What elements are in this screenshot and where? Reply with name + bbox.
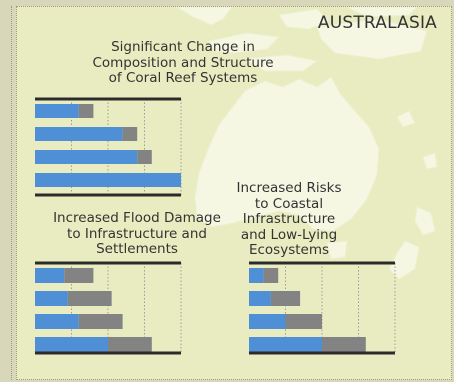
chart-1-title-line: Significant Change in (111, 39, 255, 55)
chart-2-title-line: to Infrastructure and (67, 225, 207, 242)
coastal-risk-bar-chart (249, 261, 396, 355)
bar-segment-secondary (122, 127, 138, 141)
bar-segment-primary (249, 268, 264, 283)
chart-3-title-line: Ecosystems (248, 242, 330, 258)
bar-segment-primary (35, 337, 108, 352)
bar-segment-primary (35, 173, 181, 187)
region-panel: AUSTRALASIA Significant Change in Compos… (16, 6, 452, 380)
chart-1-title-line: of Coral Reef Systems (108, 70, 258, 86)
chart-3-title-line: Increased Risks (236, 180, 342, 196)
chart-2-title-line: Settlements (96, 241, 178, 257)
bar-segment-primary (35, 291, 68, 306)
bar-segment-primary (35, 104, 79, 118)
bar-segment-secondary (263, 268, 279, 283)
left-frame (0, 6, 12, 380)
chart-3-title-line: to Coastal (254, 195, 324, 212)
bar-segment-secondary (285, 314, 322, 329)
bar-segment-secondary (322, 337, 366, 352)
chart-2-title-line: Increased Flood Damage (53, 210, 221, 226)
flood-damage-bar-chart (35, 261, 182, 355)
australasia-map-background (176, 7, 438, 280)
chart-3-title-line: and Low-Lying (240, 226, 338, 243)
bar-segment-primary (35, 314, 79, 329)
bar-segment-secondary (137, 150, 152, 164)
region-title: AUSTRALASIA (317, 13, 437, 33)
bar-segment-primary (249, 337, 322, 352)
bar-segment-secondary (64, 268, 94, 283)
chart-3-title: Increased Risks to Coastal Infrastructur… (229, 180, 349, 259)
chart-2-title: Increased Flood Damage to Infrastructure… (27, 210, 247, 258)
bar-segment-secondary (67, 291, 112, 306)
coral-reef-bar-chart (35, 97, 182, 197)
bar-segment-secondary (108, 337, 152, 352)
chart-1-title: Significant Change in Composition and St… (73, 39, 293, 87)
bar-segment-secondary (78, 104, 94, 118)
bar-segment-secondary (270, 291, 301, 306)
bar-segment-primary (35, 127, 123, 141)
chart-3-title-line: Infrastructure (242, 211, 336, 227)
bar-segment-secondary (78, 314, 123, 329)
chart-1-title-line: Composition and Structure (92, 54, 274, 71)
bar-segment-primary (249, 291, 271, 306)
bar-segment-primary (35, 268, 65, 283)
bar-segment-primary (35, 150, 138, 164)
bar-segment-primary (249, 314, 286, 329)
